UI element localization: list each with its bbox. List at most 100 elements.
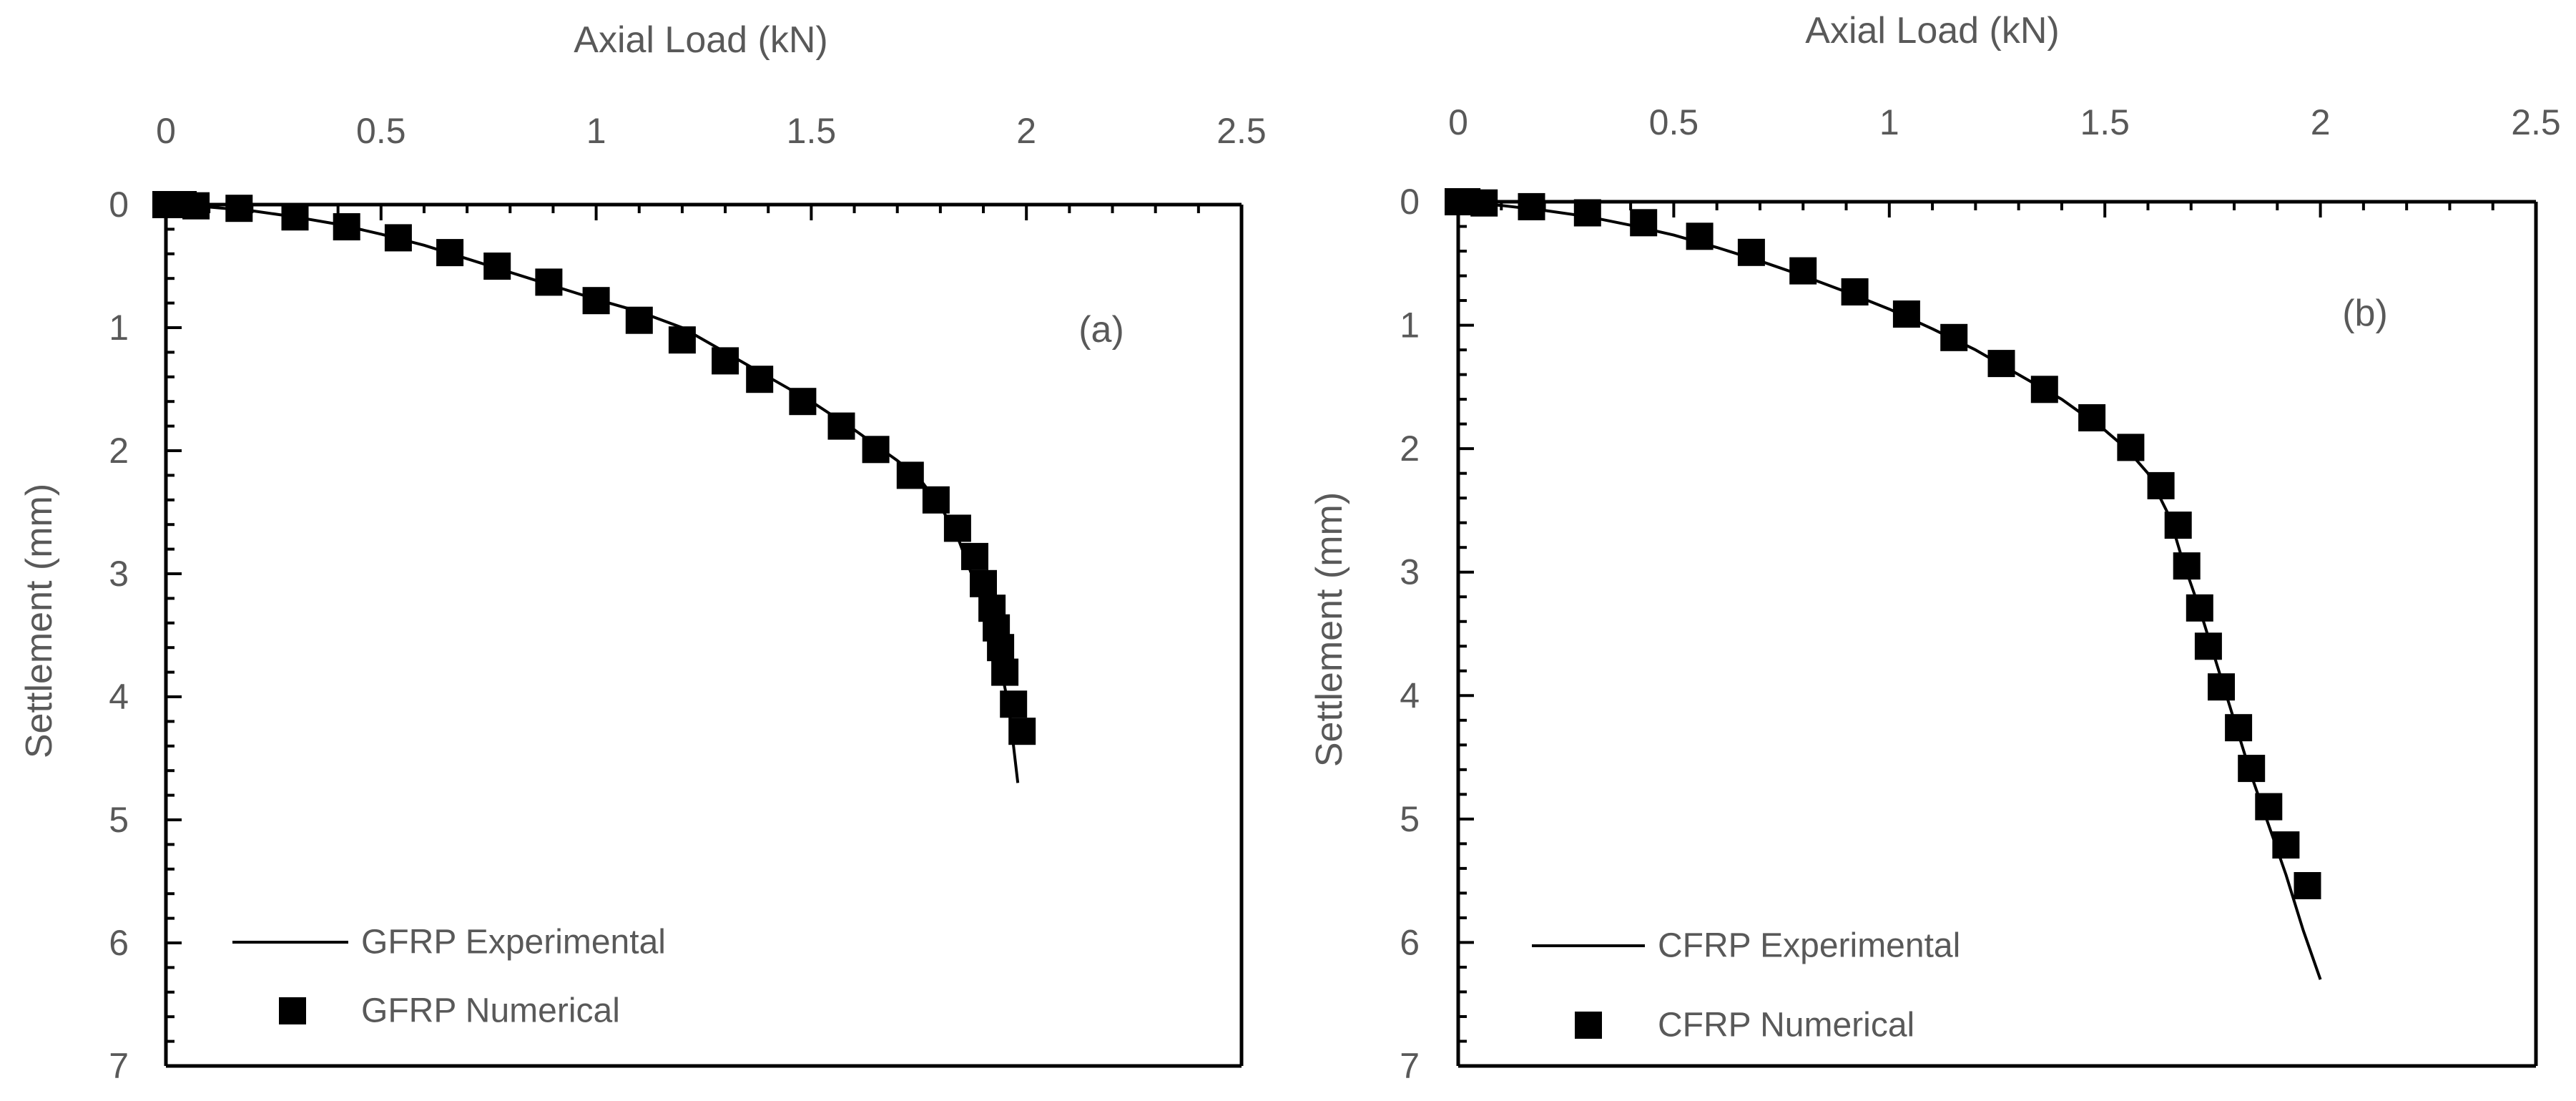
legend-label-numerical: CFRP Numerical [1658, 1007, 1914, 1044]
y-tick-label: 2 [1400, 429, 1420, 469]
data-point-numerical [1940, 323, 1968, 351]
data-point-numerical [2164, 512, 2192, 539]
data-point-numerical [862, 436, 890, 464]
panel-label: (b) [2342, 293, 2388, 334]
data-point-numerical [1686, 222, 1714, 250]
data-point-numerical [582, 287, 610, 315]
legend-label-experimental: GFRP Experimental [361, 924, 666, 961]
data-point-numerical [1841, 278, 1869, 305]
y-tick-label: 0 [109, 185, 129, 225]
y-tick-label: 5 [109, 800, 129, 840]
data-point-numerical [1789, 257, 1817, 285]
legend-label-experimental: CFRP Experimental [1658, 927, 1960, 965]
data-point-numerical [987, 634, 1015, 662]
data-point-numerical [2272, 831, 2300, 859]
data-point-numerical [668, 326, 696, 354]
y-tick-label: 3 [1400, 552, 1420, 592]
x-tick-label: 2 [2311, 102, 2331, 142]
panel-label: (a) [1078, 309, 1124, 351]
chart-panel-a: Axial Load (kN) Settlement (mm) (a) 0 0.5… [19, 19, 1267, 1086]
data-point-numerical [2225, 714, 2253, 742]
x-axis-title: Axial Load (kN) [574, 19, 827, 61]
data-point-numerical [1000, 690, 1028, 718]
data-point-numerical [1737, 238, 1765, 266]
data-point-numerical [2238, 755, 2266, 783]
y-tick-label: 0 [1400, 182, 1420, 222]
x-axis-title: Axial Load (kN) [1805, 10, 2059, 52]
y-tick-label: 4 [1400, 675, 1420, 715]
y-tick-label: 3 [109, 554, 129, 594]
x-tick-label: 0.5 [1649, 102, 1699, 142]
data-point-numerical [922, 486, 950, 514]
data-point-numerical [2030, 376, 2058, 403]
data-point-numerical [1987, 350, 2015, 378]
y-tick-label: 6 [1400, 922, 1420, 962]
data-point-numerical [1573, 199, 1601, 227]
data-point-numerical [970, 569, 997, 597]
data-point-numerical [1630, 209, 1658, 237]
y-tick-label: 4 [109, 677, 129, 717]
data-point-numerical [961, 542, 988, 570]
data-point-numerical [991, 658, 1019, 686]
y-tick-label: 6 [109, 923, 129, 963]
x-tick-label: 1.5 [787, 111, 837, 151]
plot-series [1445, 188, 2322, 980]
data-point-numerical [535, 268, 563, 296]
data-point-numerical [281, 203, 309, 231]
axis-ticks: 0 0.5 1 1.5 2 2.5 0 1 2 3 4 5 6 7 [109, 111, 1267, 1086]
data-point-numerical [225, 195, 253, 222]
data-point-numerical [896, 461, 924, 489]
y-axis-title: Settlement (mm) [1309, 492, 1350, 767]
data-point-numerical [827, 412, 855, 440]
data-point-numerical [436, 239, 464, 267]
data-point-numerical [789, 388, 817, 416]
x-tick-label: 2.5 [2511, 102, 2561, 142]
y-axis-title: Settlement (mm) [19, 484, 60, 758]
data-point-numerical [625, 306, 653, 334]
legend-square-marker [279, 997, 306, 1024]
x-tick-label: 0.5 [356, 111, 406, 151]
data-point-numerical [746, 366, 774, 393]
chart-panel-b: Axial Load (kN) Settlement (mm) (b) 0 0.5… [1309, 10, 2561, 1086]
data-point-numerical [1518, 192, 1545, 220]
x-tick-label: 0 [1448, 102, 1468, 142]
data-point-numerical [2294, 872, 2321, 899]
data-point-numerical [2194, 632, 2222, 660]
y-tick-label: 1 [1400, 305, 1420, 346]
data-point-numerical [2186, 594, 2213, 622]
y-tick-label: 5 [1400, 799, 1420, 839]
data-point-numerical [1470, 189, 1498, 217]
x-tick-label: 2 [1016, 111, 1036, 151]
data-point-numerical [2147, 471, 2175, 499]
x-tick-label: 1 [1879, 102, 1899, 142]
data-point-numerical [712, 347, 739, 375]
legend-label-numerical: GFRP Numerical [361, 992, 620, 1030]
data-point-numerical [2255, 793, 2283, 821]
data-point-numerical [384, 224, 412, 252]
data-point-numerical [1008, 718, 1036, 745]
legend: GFRP Experimental GFRP Numerical [232, 924, 666, 1030]
y-tick-label: 7 [1400, 1046, 1420, 1086]
data-point-numerical [943, 514, 971, 542]
data-point-numerical [483, 253, 511, 280]
plot-series [152, 191, 1036, 783]
y-tick-label: 1 [109, 308, 129, 348]
legend-square-marker [1575, 1012, 1602, 1039]
data-point-numerical [2208, 673, 2235, 701]
data-point-numerical [2078, 404, 2106, 431]
legend: CFRP Experimental CFRP Numerical [1532, 927, 1960, 1044]
y-tick-label: 2 [109, 431, 129, 471]
data-point-numerical [1892, 300, 1920, 328]
data-point-numerical [2117, 434, 2145, 461]
axis-ticks: 0 0.5 1 1.5 2 2.5 0 1 2 3 4 5 6 7 [1400, 102, 2561, 1086]
data-point-numerical [182, 192, 210, 220]
x-tick-label: 1.5 [2080, 102, 2130, 142]
x-tick-label: 2.5 [1216, 111, 1267, 151]
y-tick-label: 7 [109, 1046, 129, 1086]
data-point-numerical [333, 213, 360, 240]
x-tick-label: 0 [156, 111, 176, 151]
x-tick-label: 1 [586, 111, 606, 151]
data-point-numerical [2173, 552, 2201, 580]
